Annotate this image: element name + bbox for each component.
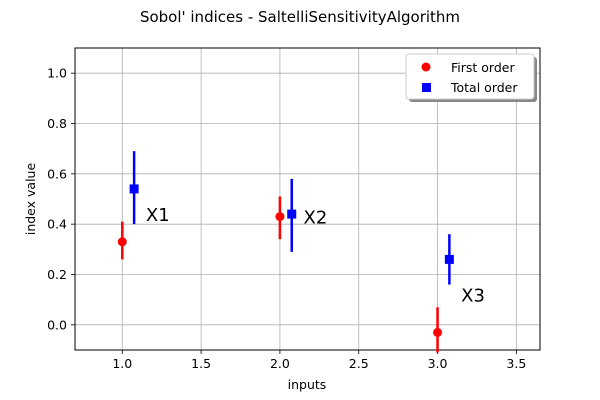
y-axis-label: index value — [23, 163, 38, 236]
x-tick-label: 2.5 — [349, 356, 369, 371]
data-point-total-order — [287, 209, 297, 219]
x-tick-label: 1.0 — [112, 356, 132, 371]
y-tick-label: 0.4 — [47, 217, 67, 232]
legend-box — [405, 53, 535, 100]
legend-marker-first-order — [421, 62, 431, 72]
x-tick-label: 3.5 — [506, 356, 526, 371]
data-point-first-order — [117, 237, 127, 247]
legend: First order Total order — [405, 53, 537, 102]
data-point-total-order — [129, 184, 139, 194]
x-tick-label: 2.0 — [270, 356, 290, 371]
annotation-label: X2 — [304, 208, 328, 229]
y-tick-label: 0.0 — [47, 317, 67, 332]
y-tick-label: 0.8 — [47, 116, 67, 131]
legend-label-total-order: Total order — [450, 80, 518, 95]
x-tick-label: 3.0 — [428, 356, 448, 371]
x-tick-label: 1.5 — [191, 356, 211, 371]
legend-marker-total-order — [422, 83, 431, 92]
y-tick-label: 1.0 — [47, 66, 67, 81]
y-tick-label: 0.2 — [47, 267, 67, 282]
point-annotations: X1 X2 X3 — [146, 205, 485, 307]
annotation-label: X3 — [461, 286, 485, 307]
x-axis-ticks: 1.0 1.5 2.0 2.5 3.0 3.5 — [112, 350, 526, 371]
data-point-first-order — [433, 327, 443, 337]
data-point-first-order — [275, 212, 285, 222]
y-axis-ticks: 0.0 0.2 0.4 0.6 0.8 1.0 — [47, 66, 75, 332]
plot-area — [74, 47, 541, 351]
annotation-label: X1 — [146, 205, 170, 226]
legend-label-first-order: First order — [451, 60, 515, 75]
data-point-total-order — [444, 254, 454, 264]
chart-title: Sobol' indices - SaltelliSensitivityAlgo… — [140, 8, 460, 26]
y-tick-label: 0.6 — [47, 166, 67, 181]
data-series — [117, 151, 454, 353]
x-axis-label: inputs — [288, 377, 327, 392]
